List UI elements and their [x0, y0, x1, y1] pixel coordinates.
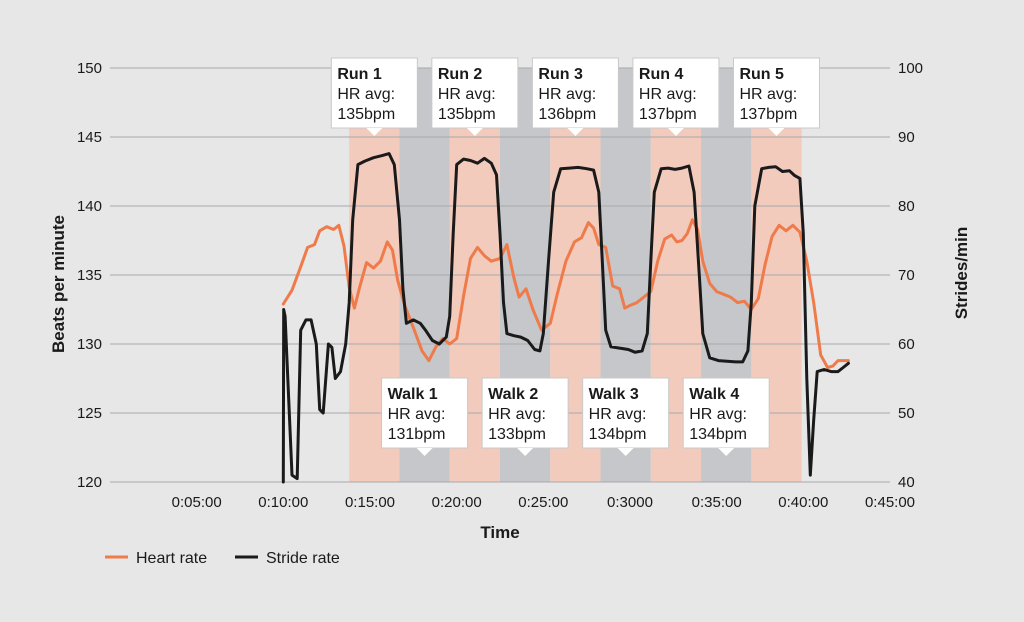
- y-right-tick-100: 100: [898, 60, 923, 77]
- run-4-callout-pointer: [667, 128, 684, 136]
- walk-3-callout: Walk 3 HR avg: 134bpm: [582, 377, 670, 456]
- walk-2-callout-box: [481, 377, 569, 449]
- x-tick-3: 0:15:00: [345, 494, 395, 511]
- run-4-callout-line1: HR avg:: [639, 86, 697, 103]
- x-tick-7: 0:35:00: [692, 494, 742, 511]
- y-right-tick-50: 50: [898, 405, 915, 422]
- y-left-tick-140: 140: [77, 198, 102, 215]
- run-4-callout-box: [632, 57, 720, 129]
- stride-rate-line: [281, 152, 850, 484]
- walk-3-callout-title: Walk 3: [589, 386, 639, 403]
- run-1-callout-box: [330, 57, 418, 129]
- x-tick-9: 0:45:00: [865, 494, 915, 511]
- walk-4-callout-title: Walk 4: [689, 386, 739, 403]
- run-5-callout-box: [732, 57, 820, 129]
- heart-rate-line: [281, 218, 850, 369]
- x-axis-title: Time: [480, 523, 519, 542]
- walk-3-callout-pointer: [617, 448, 634, 456]
- y-left-tick-125: 125: [77, 405, 102, 422]
- y-right-tick-40: 40: [898, 474, 915, 491]
- walk-3-callout-line1: HR avg:: [589, 406, 647, 423]
- walk-2-callout-title: Walk 2: [488, 386, 538, 403]
- run-5-callout: Run 5 HR avg: 137bpm: [732, 57, 820, 136]
- run-3-callout-line1: HR avg:: [538, 86, 596, 103]
- run-2-callout: Run 2 HR avg: 135bpm: [431, 57, 519, 136]
- x-tick-4: 0:20:00: [432, 494, 482, 511]
- run-4-callout: Run 4 HR avg: 137bpm: [632, 57, 720, 136]
- y-right-tick-80: 80: [898, 198, 915, 215]
- walk-1-callout-pointer: [416, 448, 433, 456]
- run-5-callout-line1: HR avg:: [739, 86, 797, 103]
- run-3-callout: Run 3 HR avg: 136bpm: [531, 57, 619, 136]
- legend-label-stride-rate: Stride rate: [266, 550, 340, 567]
- x-tick-1: 0:05:00: [172, 494, 222, 511]
- run-1-callout-pointer: [366, 128, 383, 136]
- x-tick-2: 0:10:00: [258, 494, 308, 511]
- series-lines: [281, 152, 850, 484]
- y-right-tick-90: 90: [898, 129, 915, 146]
- run-5-callout-line2: 137bpm: [739, 106, 797, 123]
- run-1-callout-title: Run 1: [337, 66, 382, 83]
- y-left-tick-145: 145: [77, 129, 102, 146]
- walk-1-callout-title: Walk 1: [388, 386, 438, 403]
- legend: Heart rate Stride rate: [105, 550, 340, 567]
- walk-4-callout: Walk 4 HR avg: 134bpm: [682, 377, 770, 456]
- walk-3-callout-line2: 134bpm: [589, 426, 647, 443]
- y-left-tick-130: 130: [77, 336, 102, 353]
- walk-4-callout-box: [682, 377, 770, 449]
- y-axis-left-title: Beats per minute: [49, 215, 68, 353]
- run-5-callout-title: Run 5: [739, 66, 784, 83]
- run-2-callout-line2: 135bpm: [438, 106, 496, 123]
- run-1-callout-line1: HR avg:: [337, 86, 395, 103]
- walk-4-callout-line1: HR avg:: [689, 406, 747, 423]
- y-right-tick-60: 60: [898, 336, 915, 353]
- walk-2-callout-line1: HR avg:: [488, 406, 546, 423]
- walk-2-callout-line2: 133bpm: [488, 426, 546, 443]
- y-right-tick-70: 70: [898, 267, 915, 284]
- walk-4-callout-pointer: [718, 448, 735, 456]
- run-2-callout-line1: HR avg:: [438, 86, 496, 103]
- y-left-tick-120: 120: [77, 474, 102, 491]
- run-3-callout-box: [531, 57, 619, 129]
- run-3-callout-line2: 136bpm: [538, 106, 596, 123]
- walk-1-callout-line1: HR avg:: [388, 406, 446, 423]
- x-tick-5: 0:25:00: [518, 494, 568, 511]
- walk-2-callout-pointer: [517, 448, 534, 456]
- run-2-callout-pointer: [466, 128, 483, 136]
- run-2-callout-title: Run 2: [438, 66, 483, 83]
- walk-1-callout: Walk 1 HR avg: 131bpm: [381, 377, 469, 456]
- walk-1-callout-line2: 131bpm: [388, 426, 446, 443]
- y-left-tick-150: 150: [77, 60, 102, 77]
- run-3-callout-title: Run 3: [538, 66, 583, 83]
- x-tick-8: 0:40:00: [778, 494, 828, 511]
- x-tick-6: 0:3000: [607, 494, 653, 511]
- walk-4-callout-line2: 134bpm: [689, 426, 747, 443]
- run-4-callout-title: Run 4: [639, 66, 684, 83]
- y-left-tick-135: 135: [77, 267, 102, 284]
- walk-3-callout-box: [582, 377, 670, 449]
- run-1-callout-line2: 135bpm: [337, 106, 395, 123]
- axes: 120 125 130 135 140 145 150 40 50 60 70 80 90 100 0:05…: [77, 60, 923, 511]
- run-5-callout-pointer: [768, 128, 785, 136]
- run-3-callout-pointer: [567, 128, 584, 136]
- run-4-callout-line2: 137bpm: [639, 106, 697, 123]
- y-axis-right-title: Strides/min: [952, 227, 971, 320]
- walk-2-callout: Walk 2 HR avg: 133bpm: [481, 377, 569, 456]
- legend-label-heart-rate: Heart rate: [136, 550, 207, 567]
- run-1-callout: Run 1 HR avg: 135bpm: [330, 57, 418, 136]
